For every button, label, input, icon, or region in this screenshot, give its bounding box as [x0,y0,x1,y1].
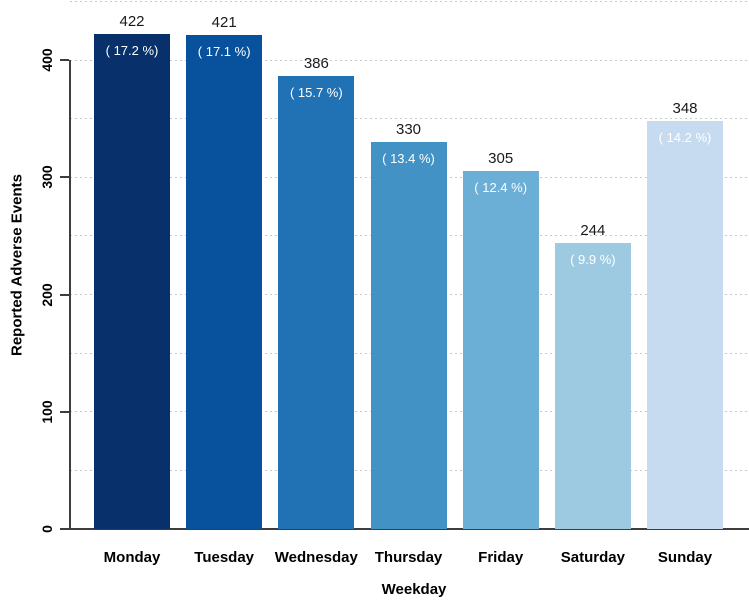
bar-percent-label: ( 13.4 %) [382,151,435,167]
bar-value-label: 244 [580,221,606,239]
bar-value-label: 348 [672,99,698,117]
y-tick-label: 0 [39,525,55,533]
x-category-label-sunday: Sunday [657,549,713,566]
x-category-label-thursday: Thursday [374,549,443,566]
y-tick-label: 200 [39,282,55,307]
x-category-label-monday: Monday [103,549,161,566]
gridline [70,59,747,61]
gridline [70,0,747,2]
bar-value-label: 421 [211,14,237,32]
bar-wednesday [278,76,355,529]
bar-percent-label: ( 17.1 %) [197,44,251,60]
bar-saturday [554,242,631,529]
bar-friday [462,171,539,529]
bar-thursday [370,142,447,529]
bar-percent-label: ( 9.9 %) [570,251,616,267]
x-category-label-tuesday: Tuesday [194,549,255,566]
y-axis-title: Reported Adverse Events [8,174,26,357]
x-category-label-wednesday: Wednesday [274,549,358,566]
x-axis-title: Weekday [381,581,447,598]
y-tick-label: 400 [39,48,55,72]
y-tick-label: 300 [39,165,55,189]
bar-monday [94,34,170,529]
bar-value-label: 305 [488,150,514,168]
bar-percent-label: ( 12.4 %) [474,180,528,196]
x-category-label-saturday: Saturday [560,549,625,566]
bar-percent-label: ( 17.2 %) [105,43,159,59]
gridline [70,118,747,120]
y-tick [60,528,69,530]
y-tick-label: 100 [39,400,55,424]
x-category-label-friday: Friday [478,549,524,566]
y-tick [60,59,69,61]
y-tick [60,410,69,413]
bar-percent-label: ( 15.7 %) [289,85,343,101]
bar-percent-label: ( 14.2 %) [658,129,712,145]
bar-value-label: 386 [303,55,329,73]
bar-tuesday [186,35,263,529]
y-tick [60,293,69,296]
bar-value-label: 330 [395,121,422,139]
y-tick [60,176,69,179]
y-axis-line [68,60,71,530]
bar-value-label: 422 [119,13,145,31]
bar-sunday [647,120,724,529]
x-axis-baseline [70,528,749,530]
